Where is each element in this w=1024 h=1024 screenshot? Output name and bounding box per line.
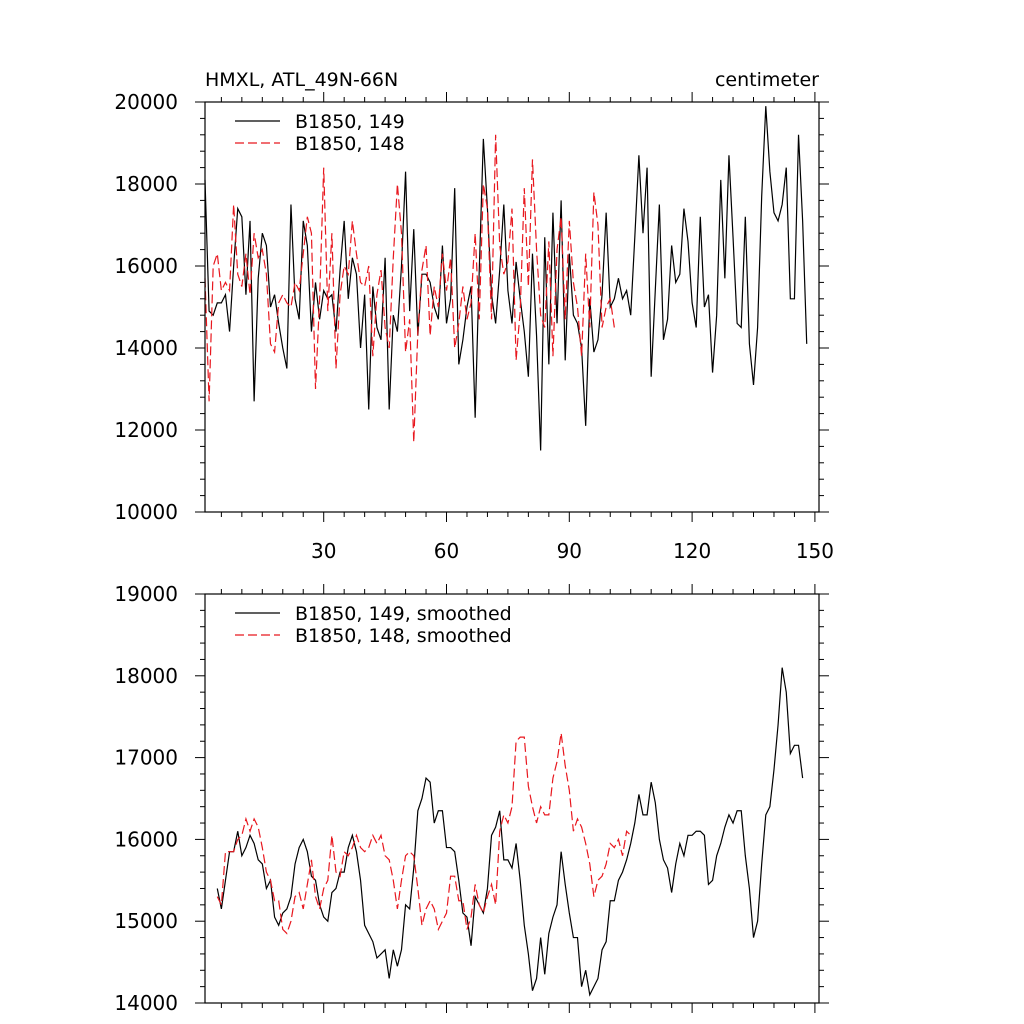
bottom-panel: 14000 15000 16000 17000 18000 19000 B1850, 14…	[114, 582, 829, 1015]
units-label: centimeter	[715, 69, 819, 91]
top-legend-label-1: B1850, 149	[295, 111, 405, 133]
top-series-line-2	[204, 134, 615, 443]
top-x-tick-label: 150	[796, 539, 834, 563]
bottom-legend-label-2: B1850, 148, smoothed	[295, 625, 512, 647]
bottom-y-tick-label: 15000	[114, 909, 178, 933]
top-series-line-1	[204, 106, 808, 451]
bottom-y-tick-label: 14000	[114, 991, 178, 1015]
top-legend-label-2: B1850, 148	[295, 133, 405, 155]
top-x-tick-label: 60	[434, 539, 459, 563]
bottom-y-tick-label: 16000	[114, 827, 178, 851]
top-panel: HMXL, ATL_49N-66N centimeter 10000120001…	[114, 69, 834, 563]
top-x-tick-label: 90	[557, 539, 582, 563]
bottom-series-line-2	[216, 732, 632, 935]
top-y-tick-label: 14000	[114, 336, 178, 360]
top-series-layer	[204, 106, 808, 451]
bottom-series-layer	[216, 667, 804, 997]
bottom-legend-label-1: B1850, 149, smoothed	[295, 603, 512, 625]
top-plot-frame	[204, 101, 820, 513]
top-y-tick-label: 16000	[114, 254, 178, 278]
top-y-tick-label: 10000	[114, 500, 178, 524]
bottom-y-tick-label: 18000	[114, 664, 178, 688]
top-x-tick-label: 30	[311, 539, 336, 563]
bottom-y-tick-label: 17000	[114, 746, 178, 770]
chart-title: HMXL, ATL_49N-66N	[205, 69, 398, 91]
top-axes-layer: 10000 12000 14000 16000 18000 20000 30 60 90 120 1…	[114, 90, 834, 563]
top-y-tick-label: 18000	[114, 172, 178, 196]
bottom-y-tick-label: 19000	[114, 582, 178, 606]
top-y-tick-label: 20000	[114, 90, 178, 114]
bottom-axes-layer: 14000 15000 16000 17000 18000 19000	[114, 582, 829, 1015]
bottom-plot-frame	[204, 593, 820, 1004]
top-y-tick-label: 12000	[114, 418, 178, 442]
bottom-series-line-1	[216, 667, 804, 997]
top-x-tick-label: 120	[673, 539, 711, 563]
